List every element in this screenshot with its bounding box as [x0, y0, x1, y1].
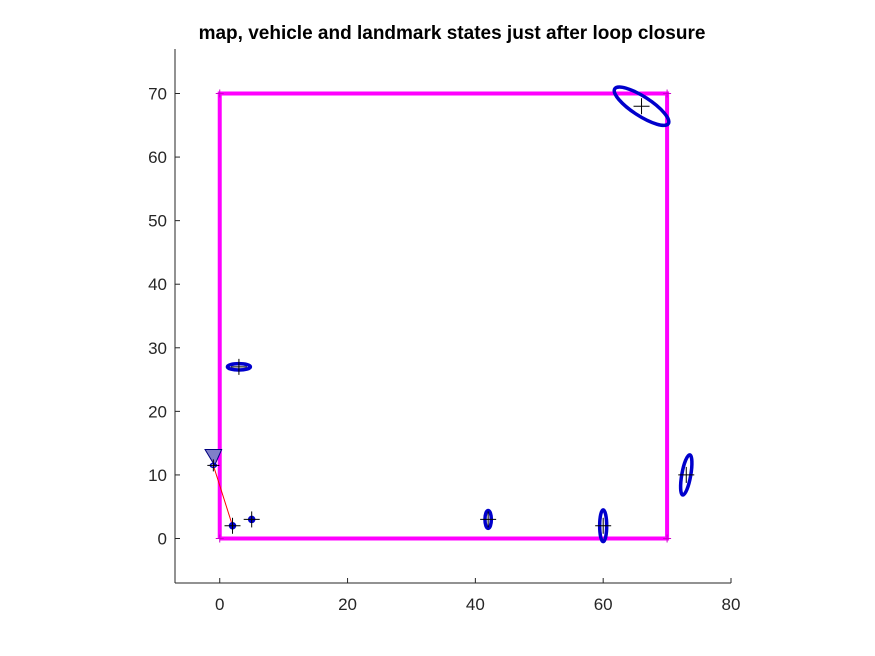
- landmark: [612, 85, 671, 128]
- y-tick-label: 10: [148, 466, 167, 485]
- axes: [174, 49, 731, 584]
- x-tick-label: 0: [215, 595, 224, 614]
- y-tick-label: 50: [148, 212, 167, 231]
- axis-ticks: 0 20 40 60 80 0 10 20 30 40 50 60 70: [148, 85, 740, 615]
- x-tick-label: 80: [722, 595, 741, 614]
- y-tick-label: 60: [148, 148, 167, 167]
- y-tick-label: 40: [148, 275, 167, 294]
- observation-line: [212, 465, 233, 526]
- y-tick-label: 70: [148, 85, 167, 104]
- x-tick-label: 40: [466, 595, 485, 614]
- landmark: [678, 453, 694, 497]
- y-tick-label: 20: [148, 402, 167, 421]
- plot-area: [204, 85, 695, 544]
- vehicle-triangle: [204, 449, 223, 467]
- landmark-covariance-ellipse: [678, 453, 694, 497]
- chart-title: map, vehicle and landmark states just af…: [199, 23, 706, 44]
- y-tick-label: 30: [148, 339, 167, 358]
- x-tick-label: 20: [338, 595, 357, 614]
- y-tick-label: 0: [158, 530, 167, 549]
- landmark-covariance-ellipse: [612, 85, 671, 128]
- x-tick-label: 60: [594, 595, 613, 614]
